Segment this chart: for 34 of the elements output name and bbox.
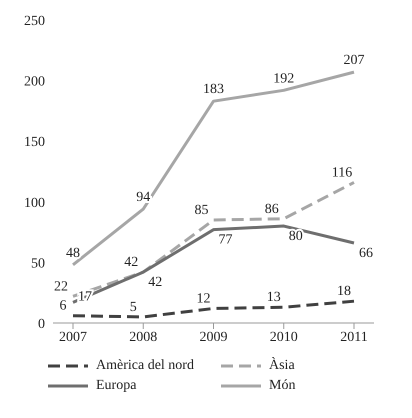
x-tick-label: 2007 (59, 330, 87, 345)
y-tick-label: 200 (24, 74, 45, 90)
data-label: 22 (54, 279, 68, 294)
y-tick-label: 0 (38, 316, 45, 332)
data-label: 5 (130, 300, 137, 315)
y-tick-label: 250 (24, 14, 45, 29)
legend-label: Àsia (269, 358, 295, 374)
data-label: 42 (124, 255, 138, 270)
data-label: 12 (196, 291, 210, 306)
data-label: 116 (332, 165, 352, 180)
data-label: 192 (273, 71, 294, 86)
x-tick-label: 2011 (340, 330, 368, 345)
data-label: 42 (148, 275, 162, 290)
data-label: 18 (337, 284, 351, 300)
y-tick-label: 100 (24, 196, 45, 211)
data-label: 94 (136, 190, 150, 206)
data-label: 207 (344, 53, 364, 68)
data-label: 48 (66, 246, 80, 261)
legend-label: Europa (96, 378, 136, 394)
data-label: 77 (218, 232, 232, 248)
data-label: 6 (60, 298, 66, 314)
x-tick-label: 2010 (270, 330, 298, 345)
data-label: 66 (359, 246, 373, 262)
legend-label: Amèrica del nord (96, 358, 194, 374)
legend-label: Món (269, 378, 296, 394)
x-tick-label: 2009 (200, 330, 228, 345)
data-label: 13 (266, 290, 281, 306)
y-tick-label: 150 (24, 135, 45, 150)
data-label: 183 (203, 82, 224, 98)
data-label: 86 (264, 202, 279, 217)
x-tick-label: 2008 (129, 330, 158, 345)
data-label: 85 (194, 202, 208, 218)
data-label: 80 (288, 229, 303, 244)
y-tick-label: 50 (31, 256, 45, 272)
